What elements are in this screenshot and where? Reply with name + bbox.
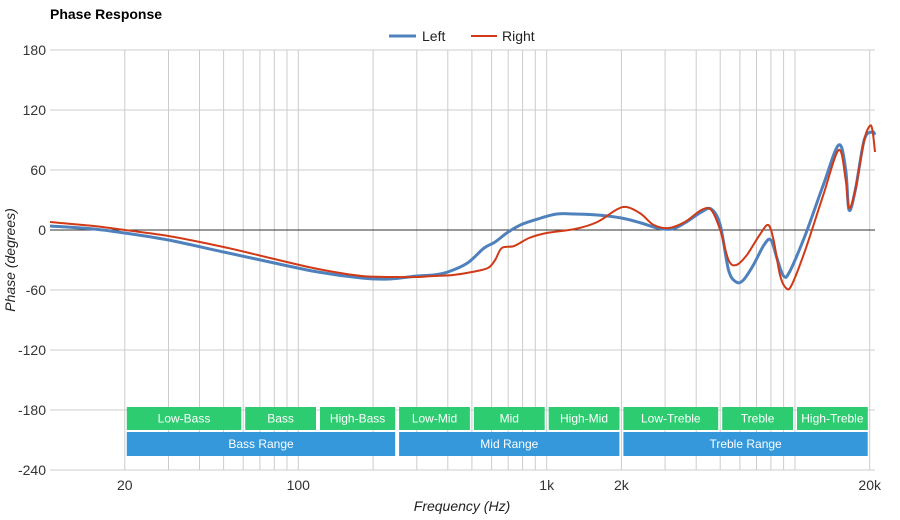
y-tick-label: -120 (18, 342, 46, 358)
band-high-treble (797, 407, 868, 430)
y-tick-label: 120 (23, 102, 47, 118)
x-tick-label: 100 (287, 477, 311, 493)
vertical-gridlines (124, 50, 871, 470)
x-tick-label: 2k (614, 477, 630, 493)
band-label-low-mid: Low-Mid (412, 412, 457, 426)
y-tick-label: -60 (26, 282, 46, 298)
frequency-bands: Low-Bass Bass High-Bass Low-Mid Mid High-Mid L… (126, 407, 868, 456)
band-treble-range (623, 432, 868, 456)
y-axis-title: Phase (degrees) (2, 208, 18, 312)
x-tick-label: 20 (117, 477, 133, 493)
y-tick-label: -240 (18, 462, 46, 478)
band-label-low-treble: Low-Treble (641, 412, 701, 426)
band-treble (722, 407, 793, 430)
band-mid-range (399, 432, 620, 456)
x-tick-label: 1k (539, 477, 555, 493)
y-tick-label: 60 (30, 162, 46, 178)
band-low-mid (399, 407, 470, 430)
band-label-bass-range: Bass Range (228, 437, 294, 451)
band-label-high-mid: High-Mid (560, 412, 608, 426)
x-tick-label: 20k (858, 477, 882, 493)
y-tick-label: 0 (38, 222, 46, 238)
band-label-mid-range: Mid Range (480, 437, 538, 451)
band-high-bass (320, 407, 396, 430)
band-bass (245, 407, 316, 430)
y-tick-label: -180 (18, 402, 46, 418)
band-mid (473, 407, 545, 430)
x-axis-ticks: 20 100 1k 2k 20k (117, 477, 882, 493)
band-label-treble: Treble (741, 412, 775, 426)
series-line-right (49, 124, 876, 291)
band-low-bass (126, 407, 242, 430)
chart-title: Phase Response (50, 6, 162, 22)
band-high-mid (548, 407, 620, 430)
y-axis-ticks: 180 120 60 0 -60 -120 -180 -240 (18, 42, 46, 478)
band-label-high-bass: High-Bass (330, 412, 385, 426)
series-lines (49, 124, 877, 291)
legend-label-right: Right (502, 28, 535, 44)
band-low-treble (623, 407, 719, 430)
band-label-high-treble: High-Treble (801, 412, 864, 426)
band-label-mid: Mid (500, 412, 519, 426)
band-label-bass: Bass (267, 412, 294, 426)
legend-label-left: Left (422, 28, 445, 44)
band-label-treble-range: Treble Range (709, 437, 782, 451)
x-axis-title: Frequency (Hz) (414, 498, 510, 514)
band-bass-range (126, 432, 396, 456)
series-line-left (49, 130, 877, 285)
y-tick-label: 180 (23, 42, 47, 58)
legend: Left Right (389, 28, 535, 44)
band-label-low-bass: Low-Bass (158, 412, 211, 426)
